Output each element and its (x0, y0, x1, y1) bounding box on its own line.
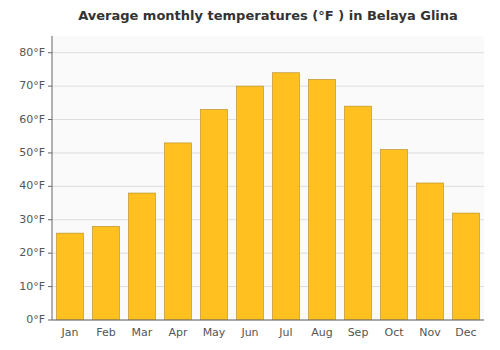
bar (381, 150, 408, 320)
y-tick (48, 219, 52, 220)
chart-title: Average monthly temperatures (°F ) in Be… (78, 8, 458, 23)
plot-background (52, 36, 484, 320)
x-tick-label: Dec (455, 326, 476, 339)
y-tick (48, 286, 52, 287)
bar (93, 226, 120, 320)
y-tick-label: 50°F (19, 146, 45, 159)
y-tick-label: 20°F (19, 246, 45, 259)
y-tick (48, 152, 52, 153)
grid (52, 53, 484, 320)
x-tick-label: Nov (419, 326, 441, 339)
y-tick (48, 86, 52, 87)
x-tick-label: Aug (311, 326, 332, 339)
bars (57, 73, 480, 320)
y-tick-label: 10°F (19, 280, 45, 293)
chart-svg: 0°F 10°F 20°F 30°F 40°F 50°F 60°F 70°F 80°F Jan Fe… (0, 0, 500, 350)
bar (237, 86, 264, 320)
chart-container: 0°F 10°F 20°F 30°F 40°F 50°F 60°F 70°F 80°F Jan Fe… (0, 0, 500, 350)
bar (165, 143, 192, 320)
bar (453, 213, 480, 320)
y-tick (48, 253, 52, 254)
bar (309, 79, 336, 320)
bar (345, 106, 372, 320)
x-tick-label: May (203, 326, 226, 339)
bar (417, 183, 444, 320)
x-axis: Jan Feb Mar Apr May Jun Jul Aug Sep Oct Nov Dec (52, 320, 484, 339)
y-tick-label: 60°F (19, 113, 45, 126)
y-tick (48, 119, 52, 120)
x-tick-label: Oct (384, 326, 404, 339)
y-tick (48, 186, 52, 187)
y-axis-line (52, 36, 53, 320)
bar (57, 233, 84, 320)
grid-line (52, 152, 484, 153)
y-tick (48, 320, 52, 321)
x-tick-label: Jan (61, 326, 79, 339)
bar (129, 193, 156, 320)
y-tick-label: 80°F (19, 46, 45, 59)
y-tick-label: 40°F (19, 179, 45, 192)
grid-line (52, 320, 484, 321)
x-tick-label: Jun (240, 326, 258, 339)
x-tick-label: Apr (168, 326, 188, 339)
y-tick-label: 0°F (26, 313, 45, 326)
grid-line (52, 86, 484, 87)
y-tick-label: 30°F (19, 213, 45, 226)
y-tick-label: 70°F (19, 79, 45, 92)
x-tick-label: Mar (132, 326, 153, 339)
x-tick-label: Sep (348, 326, 369, 339)
y-tick (48, 52, 52, 53)
x-tick-label: Jul (278, 326, 292, 339)
grid-line (52, 52, 484, 53)
x-axis-line (52, 320, 484, 321)
bar (201, 110, 228, 320)
grid-line (52, 119, 484, 120)
bar (273, 73, 300, 320)
x-tick-label: Feb (96, 326, 115, 339)
y-axis: 0°F 10°F 20°F 30°F 40°F 50°F 60°F 70°F 80°F (19, 36, 52, 326)
